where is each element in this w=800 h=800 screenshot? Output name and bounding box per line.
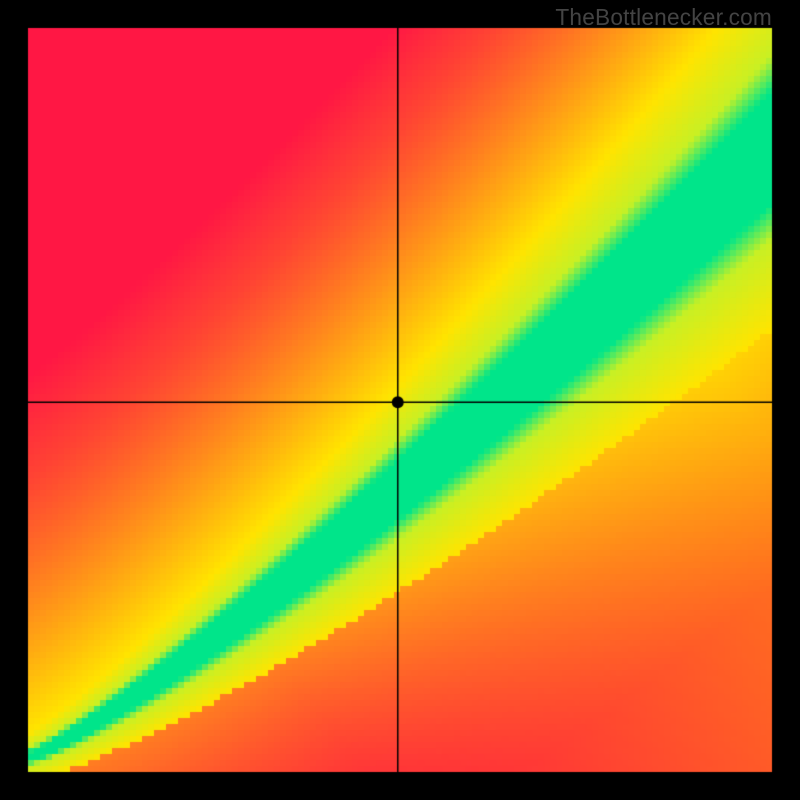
heatmap-canvas (0, 0, 800, 800)
watermark-text: TheBottlenecker.com (555, 4, 772, 31)
